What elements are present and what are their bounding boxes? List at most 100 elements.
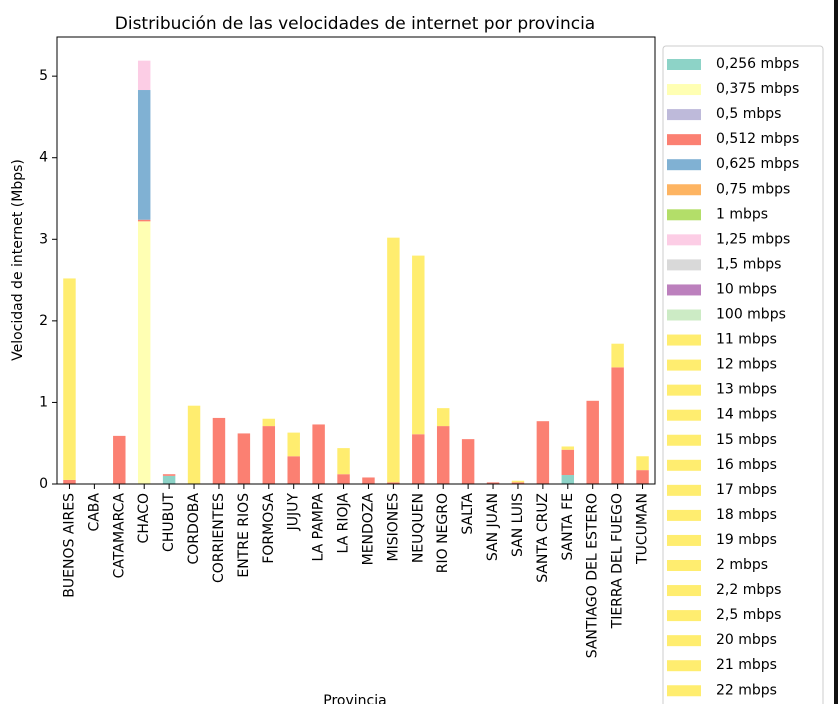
bar-segment bbox=[636, 470, 649, 484]
bar-segment bbox=[436, 426, 450, 484]
legend-swatch bbox=[667, 59, 701, 70]
legend-swatch bbox=[667, 534, 701, 546]
legend-label: 14 mbps bbox=[716, 407, 777, 423]
x-tick-label: JUJUY bbox=[286, 493, 302, 532]
x-tick-label: MISIONES bbox=[385, 493, 401, 562]
bar-segment bbox=[262, 426, 276, 484]
bar-segment bbox=[561, 446, 575, 450]
legend-label: 0,512 mbps bbox=[716, 131, 799, 147]
bar-segment bbox=[511, 480, 525, 483]
x-tick-label: MENDOZA bbox=[360, 493, 376, 566]
bar-segment bbox=[561, 449, 575, 476]
x-axis-label: Provincia bbox=[323, 693, 386, 704]
bar-segment bbox=[237, 433, 251, 484]
legend-swatch bbox=[667, 635, 701, 647]
y-tick-label: 0 bbox=[39, 476, 48, 492]
legend-label: 0,625 mbps bbox=[716, 156, 799, 172]
legend-swatch bbox=[667, 84, 701, 96]
legend-swatch bbox=[667, 159, 701, 171]
legend-swatch bbox=[667, 309, 701, 321]
bar-segment bbox=[486, 482, 500, 484]
bar-segment bbox=[337, 474, 350, 484]
legend-label: 11 mbps bbox=[716, 332, 777, 348]
legend-swatch bbox=[667, 184, 701, 196]
legend-swatch bbox=[667, 409, 701, 421]
legend-swatch bbox=[667, 384, 701, 396]
x-tick-label: SANTIAGO DEL ESTERO bbox=[585, 493, 601, 658]
y-axis-label: Velocidad de internet (Mbps) bbox=[10, 159, 26, 361]
bar-segment bbox=[412, 255, 425, 435]
legend-label: 15 mbps bbox=[716, 432, 777, 448]
x-tick-label: CABA bbox=[86, 493, 102, 532]
bar-segment bbox=[387, 237, 400, 483]
legend-label: 2,5 mbps bbox=[716, 607, 781, 623]
bar-segment bbox=[287, 456, 300, 484]
legend-swatch bbox=[667, 259, 701, 271]
bar-segment bbox=[187, 405, 201, 484]
y-tick-label: 2 bbox=[39, 313, 48, 329]
x-tick-label: RIO NEGRO bbox=[435, 493, 451, 573]
x-tick-label: CORDOBA bbox=[186, 493, 202, 565]
bar-segment bbox=[511, 482, 525, 484]
y-tick-label: 5 bbox=[39, 68, 48, 84]
legend-label: 100 mbps bbox=[716, 307, 786, 323]
x-tick-label: SAN LUIS bbox=[510, 493, 526, 557]
x-tick-label: TIERRA DEL FUEGO bbox=[610, 493, 626, 629]
legend-swatch bbox=[667, 209, 701, 221]
legend-label: 1 mbps bbox=[716, 206, 768, 222]
plot-frame bbox=[56, 36, 656, 485]
bar-segment bbox=[137, 221, 151, 484]
legend-swatch bbox=[667, 234, 701, 246]
legend-label: 2 mbps bbox=[716, 557, 768, 573]
legend-swatch bbox=[667, 585, 701, 597]
bar-segment bbox=[137, 219, 151, 222]
x-tick-label: SANTA FE bbox=[560, 493, 576, 561]
bar-segment bbox=[461, 439, 475, 484]
bar-segment bbox=[586, 400, 599, 484]
bar-segment bbox=[611, 343, 624, 368]
y-tick-label: 3 bbox=[39, 231, 48, 247]
x-tick-label: BUENOS AIRES bbox=[61, 493, 77, 598]
legend-swatch bbox=[667, 560, 701, 571]
legend-swatch bbox=[667, 109, 701, 121]
legend-swatch bbox=[667, 459, 701, 471]
bar-segment bbox=[113, 435, 126, 484]
legend-label: 12 mbps bbox=[716, 357, 777, 373]
bar-segment bbox=[636, 456, 649, 471]
legend-label: 19 mbps bbox=[716, 532, 777, 548]
legend-swatch bbox=[667, 660, 701, 672]
legend-box bbox=[662, 45, 824, 704]
y-tick-label: 4 bbox=[39, 150, 48, 166]
bar-segment bbox=[63, 479, 76, 484]
legend-swatch bbox=[667, 334, 701, 346]
bar-segment bbox=[536, 421, 550, 484]
legend-swatch bbox=[667, 434, 701, 446]
legend-label: 0,5 mbps bbox=[716, 106, 781, 122]
legend-label: 16 mbps bbox=[716, 457, 777, 473]
x-tick-label: LA RIOJA bbox=[336, 493, 352, 554]
legend-swatch bbox=[667, 134, 701, 146]
legend-swatch bbox=[667, 484, 701, 496]
legend-label: 21 mbps bbox=[716, 657, 777, 673]
bar-segment bbox=[561, 475, 575, 484]
legend-label: 18 mbps bbox=[716, 507, 777, 523]
legend-label: 20 mbps bbox=[716, 632, 777, 648]
legend-label: 0,375 mbps bbox=[716, 81, 799, 97]
legend-label: 13 mbps bbox=[716, 382, 777, 398]
bar-segment bbox=[611, 367, 624, 484]
legend-label: 1,5 mbps bbox=[716, 256, 781, 272]
bar-segment bbox=[387, 482, 400, 484]
x-tick-label: CORRIENTES bbox=[211, 493, 227, 583]
legend-label: 17 mbps bbox=[716, 482, 777, 498]
legend-swatch bbox=[667, 610, 701, 622]
bar-segment bbox=[362, 477, 375, 484]
y-tick-label: 1 bbox=[39, 394, 48, 410]
legend-swatch bbox=[667, 359, 701, 371]
bar-segment bbox=[337, 448, 350, 475]
x-tick-label: NEUQUEN bbox=[410, 493, 426, 563]
legend-label: 1,25 mbps bbox=[716, 231, 790, 247]
x-tick-label: CATAMARCA bbox=[111, 493, 127, 579]
legend-label: 0,256 mbps bbox=[716, 56, 799, 72]
